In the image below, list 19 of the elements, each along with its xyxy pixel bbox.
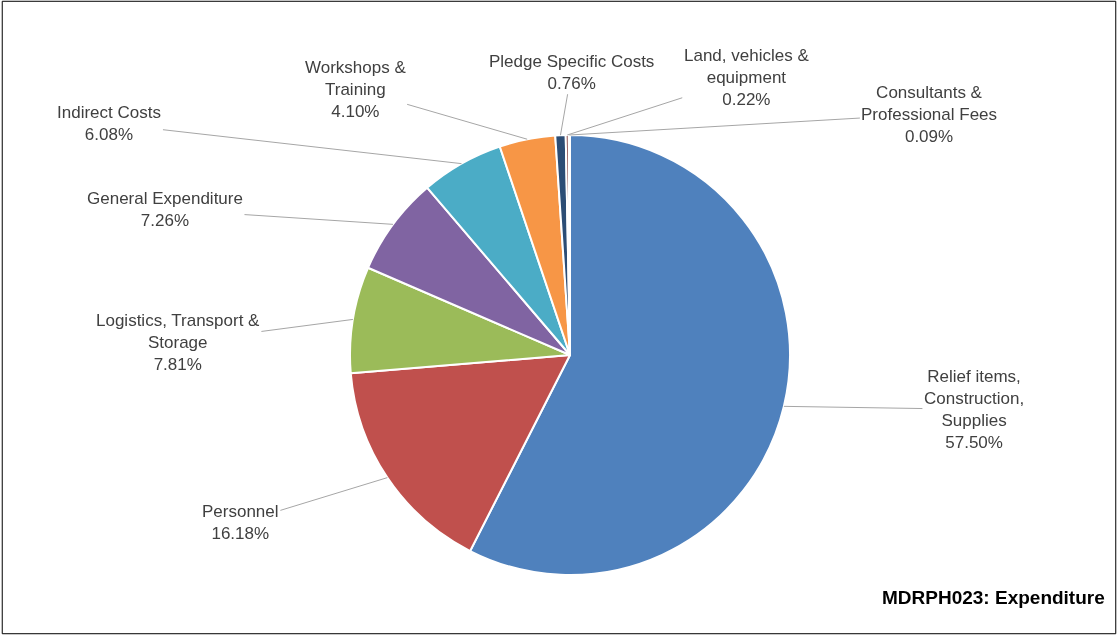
data-label: 16.18%: [211, 524, 270, 544]
data-label: 4.10%: [331, 102, 380, 122]
slice-label: Pledge Specific Costs: [489, 52, 655, 71]
slice-label: Land, vehicles & equipment: [684, 46, 810, 88]
data-label: 7.26%: [140, 211, 190, 231]
data-label: 0.22%: [722, 90, 771, 110]
slice-label: Workshops & Training: [305, 58, 407, 100]
data-label: 7.81%: [153, 355, 202, 375]
slice-label: General Expenditure: [87, 189, 243, 208]
data-label: 6.08%: [84, 125, 134, 145]
data-label: 0.09%: [904, 127, 954, 147]
slice-label: Personnel: [202, 502, 279, 521]
data-label: 57.50%: [945, 433, 1003, 453]
slice-label: Relief items, Construction, Supplies: [924, 367, 1025, 431]
text: MDRPH023: Expenditure: [882, 587, 1105, 608]
slice-label: Indirect Costs: [57, 103, 161, 122]
slice-label: Consultants & Professional Fees: [861, 83, 998, 125]
slice-label: Logistics, Transport & Storage: [96, 311, 261, 353]
data-label: 0.76%: [547, 74, 596, 94]
